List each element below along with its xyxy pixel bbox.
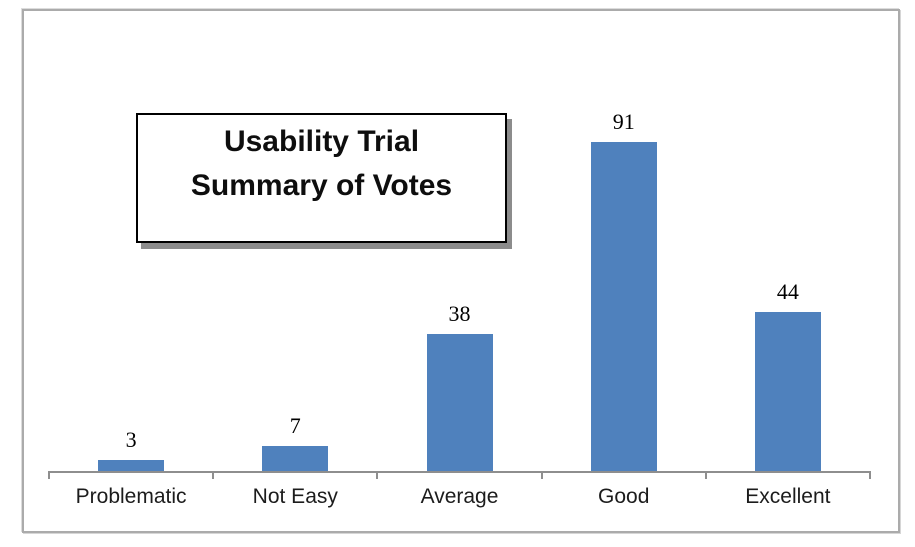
x-axis-tick xyxy=(540,471,543,479)
category-label: Problematic xyxy=(75,485,187,508)
category-label: Good xyxy=(598,485,650,508)
bar xyxy=(262,446,329,471)
bar-value-label: 38 xyxy=(448,301,471,326)
category-label: Not Easy xyxy=(252,485,338,508)
bar-value-label: 91 xyxy=(612,109,635,134)
bar xyxy=(426,334,493,471)
x-axis-tick xyxy=(869,471,871,479)
x-axis-tick xyxy=(704,471,707,479)
chart-frame: Usability Trial Summary of Votes 3 Proble… xyxy=(22,9,900,533)
x-axis-tick xyxy=(48,471,50,479)
x-axis-tick xyxy=(376,471,379,479)
chart-title-box: Usability Trial Summary of Votes xyxy=(136,113,507,243)
category-label: Excellent xyxy=(745,485,831,508)
bar xyxy=(98,460,165,471)
category-label: Average xyxy=(420,485,499,508)
bar xyxy=(754,312,821,471)
x-axis-tick xyxy=(212,471,215,479)
bar xyxy=(590,142,657,471)
bar-value-label: 7 xyxy=(289,413,301,438)
chart-title-line-2: Summary of Votes xyxy=(190,169,453,202)
bar-value-label: 44 xyxy=(776,279,799,304)
chart-title-line-1: Usability Trial xyxy=(223,125,420,158)
bar-value-label: 3 xyxy=(125,427,137,452)
x-axis-line xyxy=(49,471,870,473)
